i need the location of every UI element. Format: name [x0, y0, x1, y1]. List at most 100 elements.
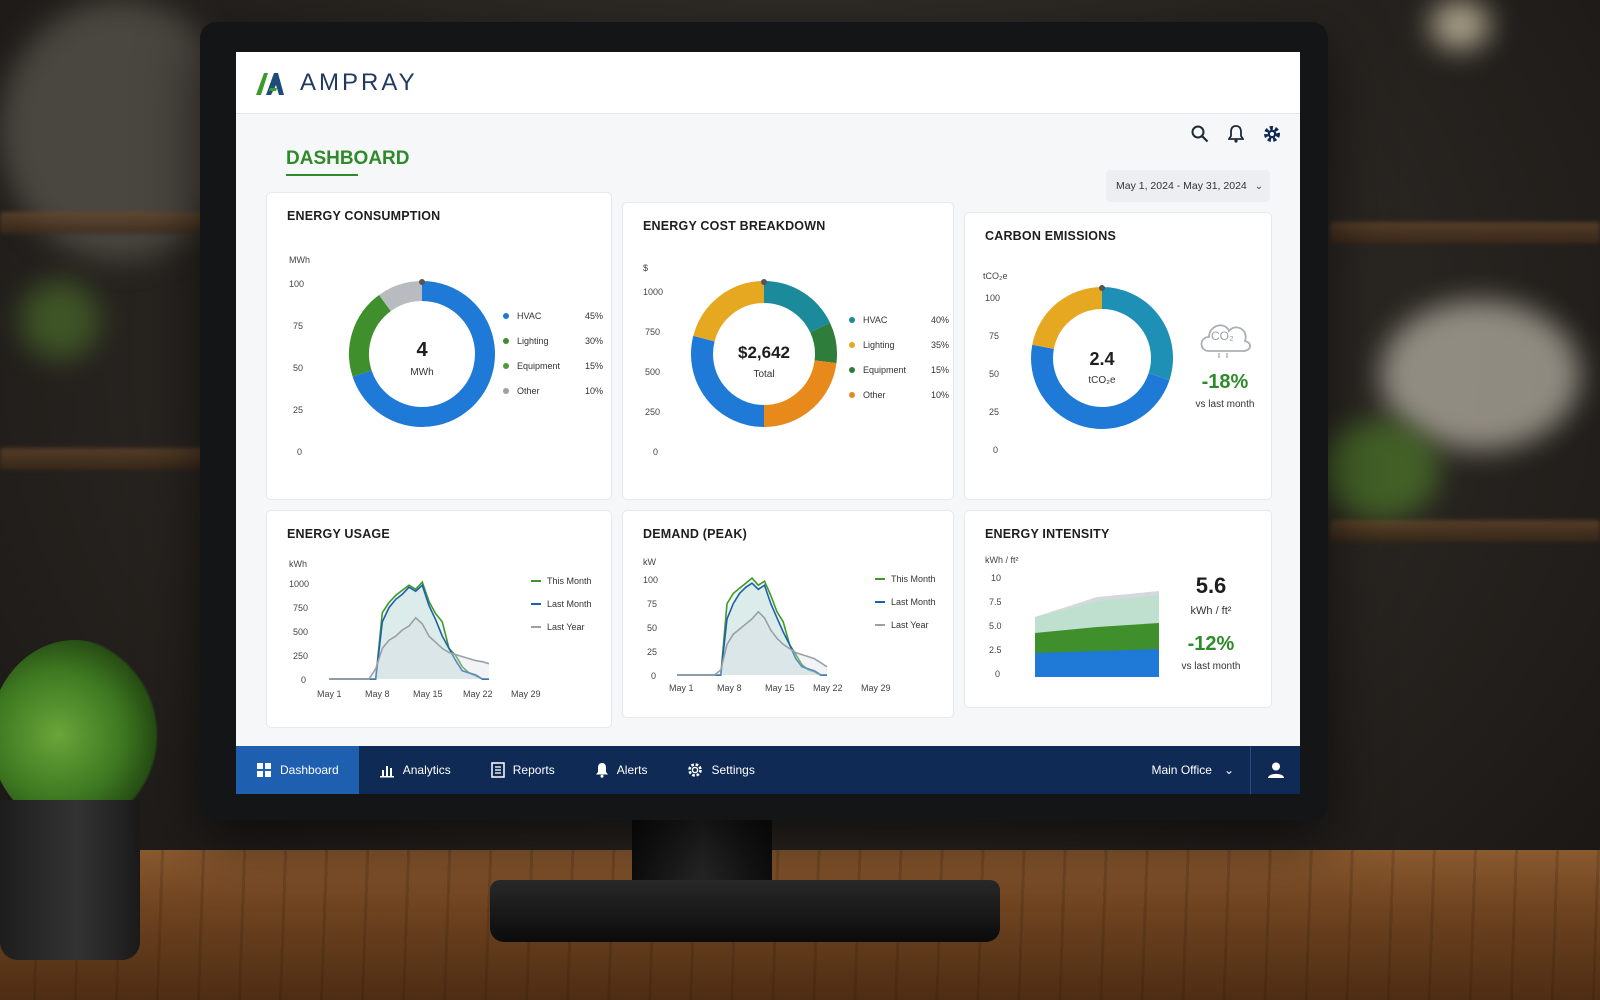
legend-item: Last Month: [875, 590, 936, 613]
donut-center-value: $2,642: [738, 343, 790, 362]
area-band: [1035, 649, 1159, 677]
app-screen: AMPRAY DASHBOARD May 1, 2024 - May 31, 2…: [236, 52, 1300, 794]
x-tick: May 15: [765, 683, 795, 693]
legend-dot: [849, 391, 855, 398]
intensity-unit: kWh / ft²: [1190, 605, 1232, 617]
donut-center-label: Total: [753, 369, 775, 380]
legend-label: Other: [517, 385, 540, 396]
donut-legend: HVAC 45% Lighting 30% Equipment 15% Other 10…: [503, 303, 603, 403]
legend-item: Other 10%: [503, 378, 603, 403]
donut-slice: [1032, 287, 1103, 350]
nav-item-reports[interactable]: Reports: [471, 746, 575, 794]
page-title: DASHBOARD: [286, 148, 410, 169]
legend-item: Last Year: [875, 613, 936, 636]
legend-value: 10%: [584, 385, 603, 396]
title-underline: [286, 174, 358, 176]
legend-label: Last Year: [891, 619, 929, 630]
donut-chart-consumption: [349, 279, 495, 427]
y-tick: 1000: [289, 579, 310, 589]
nav-right: Main Office ⌄: [1135, 746, 1300, 794]
nav-label: Settings: [711, 763, 755, 777]
y-tick: 750: [293, 603, 309, 613]
donut-slice: [379, 281, 423, 312]
series-area: [677, 611, 827, 675]
series-area: [329, 582, 489, 679]
axis-unit: MWh: [289, 255, 310, 265]
donut-slice: [809, 322, 837, 364]
intensity-delta-label: vs last month: [1181, 661, 1241, 672]
y-tick: 1000: [643, 287, 664, 297]
y-tick: 10: [991, 573, 1002, 583]
series-line: [677, 610, 828, 676]
legend-item: Last Month: [531, 592, 592, 615]
nav-item-settings[interactable]: Settings: [667, 746, 774, 794]
gear-icon: [688, 763, 703, 777]
line-legend: This Month Last Month Last Year: [875, 567, 936, 636]
axis-unit: kWh: [289, 559, 307, 569]
legend-dot: [849, 341, 855, 348]
chevron-down-icon: ⌄: [1223, 763, 1234, 777]
y-tick: 7.5: [989, 597, 1002, 607]
header-actions: [1190, 124, 1282, 144]
search-icon[interactable]: [1190, 124, 1210, 144]
legend-swatch: [875, 623, 885, 626]
y-tick: 0: [995, 669, 1001, 679]
x-tick: May 15: [413, 689, 443, 699]
legend-label: Lighting: [863, 339, 895, 350]
y-tick: 0: [297, 447, 303, 457]
app-name: AMPRAY: [300, 68, 418, 96]
series-line: [329, 616, 490, 680]
x-tick: May 22: [813, 683, 843, 693]
legend-item: Other 10%: [849, 382, 949, 407]
gear-icon[interactable]: [1262, 124, 1282, 144]
intensity-delta: -12%: [1187, 633, 1235, 655]
legend-label: This Month: [547, 575, 592, 586]
y-tick: 0: [993, 445, 999, 455]
x-tick: May 22: [463, 689, 493, 699]
donut-center-value: 4: [416, 339, 428, 361]
legend-swatch: [531, 625, 541, 628]
donut-slice: [1031, 344, 1170, 429]
legend-item: Lighting 35%: [849, 332, 949, 357]
grid-icon: [257, 763, 271, 777]
axis-unit: kW: [643, 557, 656, 567]
y-tick: 250: [293, 651, 309, 661]
carbon-delta: -18%: [1201, 371, 1249, 393]
y-tick: 75: [989, 331, 1000, 341]
bell-icon: [595, 763, 608, 778]
series-area: [329, 617, 489, 679]
bar-chart-icon: [379, 766, 394, 778]
axis-unit: kWh / ft²: [985, 555, 1019, 565]
card-title: ENERGY INTENSITY: [985, 527, 1110, 541]
date-range-picker[interactable]: May 1, 2024 - May 31, 2024 ⌄: [1106, 170, 1270, 202]
intensity-value: 5.6: [1195, 573, 1227, 598]
donut-slice: [693, 281, 765, 342]
donut-chart-carbon: [1031, 285, 1173, 429]
nav-item-analytics[interactable]: Analytics: [359, 746, 471, 794]
legend-item: Equipment 15%: [849, 357, 949, 382]
carbon-delta-label: vs last month: [1195, 399, 1255, 410]
y-tick: 2.5: [989, 645, 1002, 655]
legend-dot: [503, 312, 509, 319]
plant: [0, 640, 160, 830]
card-energy-cost: ENERGY COST BREAKDOWN $ 1000 750 500 250…: [622, 202, 954, 500]
chevron-down-icon: ⌄: [1254, 180, 1264, 192]
nav-item-dashboard[interactable]: Dashboard: [236, 746, 359, 794]
co2-badge-text: CO₂: [1211, 329, 1234, 343]
donut-marker: [419, 279, 425, 285]
y-tick: 500: [645, 367, 661, 377]
legend-item: HVAC 40%: [849, 307, 949, 332]
user-button[interactable]: [1250, 746, 1300, 794]
nav-item-alerts[interactable]: Alerts: [575, 746, 668, 794]
bell-icon[interactable]: [1226, 124, 1246, 144]
x-tick: May 8: [365, 689, 390, 699]
nav-label: Alerts: [616, 763, 648, 777]
logo-icon: [256, 72, 284, 95]
donut-legend: HVAC 40% Lighting 35% Equipment 15% Other 10…: [849, 307, 949, 407]
line-chart-energy-usage: [329, 580, 490, 680]
legend-value: 40%: [930, 314, 949, 325]
site-name: Main Office: [1151, 763, 1212, 777]
site-selector[interactable]: Main Office ⌄: [1135, 763, 1250, 777]
axis-unit: tCO₂e: [983, 271, 1008, 281]
legend-item: Equipment 15%: [503, 353, 603, 378]
